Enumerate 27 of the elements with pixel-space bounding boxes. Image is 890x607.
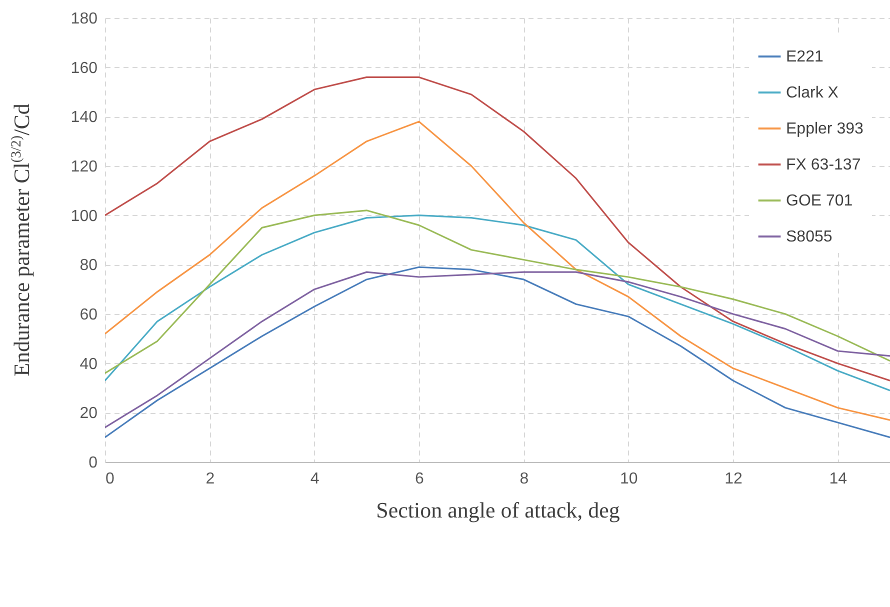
y-tick-label: 0 — [88, 454, 98, 472]
legend-label: Clark X — [786, 84, 839, 102]
y-tick-label: 180 — [70, 10, 98, 28]
x-tick-label: 12 — [724, 470, 742, 488]
x-tick-label: 14 — [829, 470, 848, 488]
legend-label: E221 — [786, 48, 824, 66]
y-tick-label: 100 — [70, 208, 98, 225]
line-series — [105, 120, 890, 421]
x-tick-label: 2 — [206, 470, 215, 488]
y-tick-label: 80 — [80, 257, 98, 274]
line-series — [105, 76, 890, 382]
y-tick-label: 140 — [70, 109, 98, 126]
y-tick-label: 60 — [80, 306, 98, 324]
y-tick-label: 40 — [80, 356, 98, 373]
x-axis-title: Section angle of attack, deg — [376, 498, 620, 522]
legend-label: Eppler 393 — [786, 120, 864, 138]
x-tick-label: 10 — [620, 470, 638, 488]
y-tick-label: 20 — [80, 405, 98, 422]
x-tick-label: 8 — [520, 470, 529, 488]
y-tick-label: 160 — [70, 60, 98, 77]
x-tick-label: 4 — [310, 470, 320, 488]
x-tick-label: 6 — [415, 470, 424, 488]
x-tick-label: 0 — [106, 470, 114, 488]
legend-label: FX 63-137 — [786, 156, 861, 174]
y-tick-label: 120 — [70, 158, 98, 176]
legend-label: S8055 — [786, 228, 832, 246]
legend-label: GOE 701 — [786, 192, 853, 210]
